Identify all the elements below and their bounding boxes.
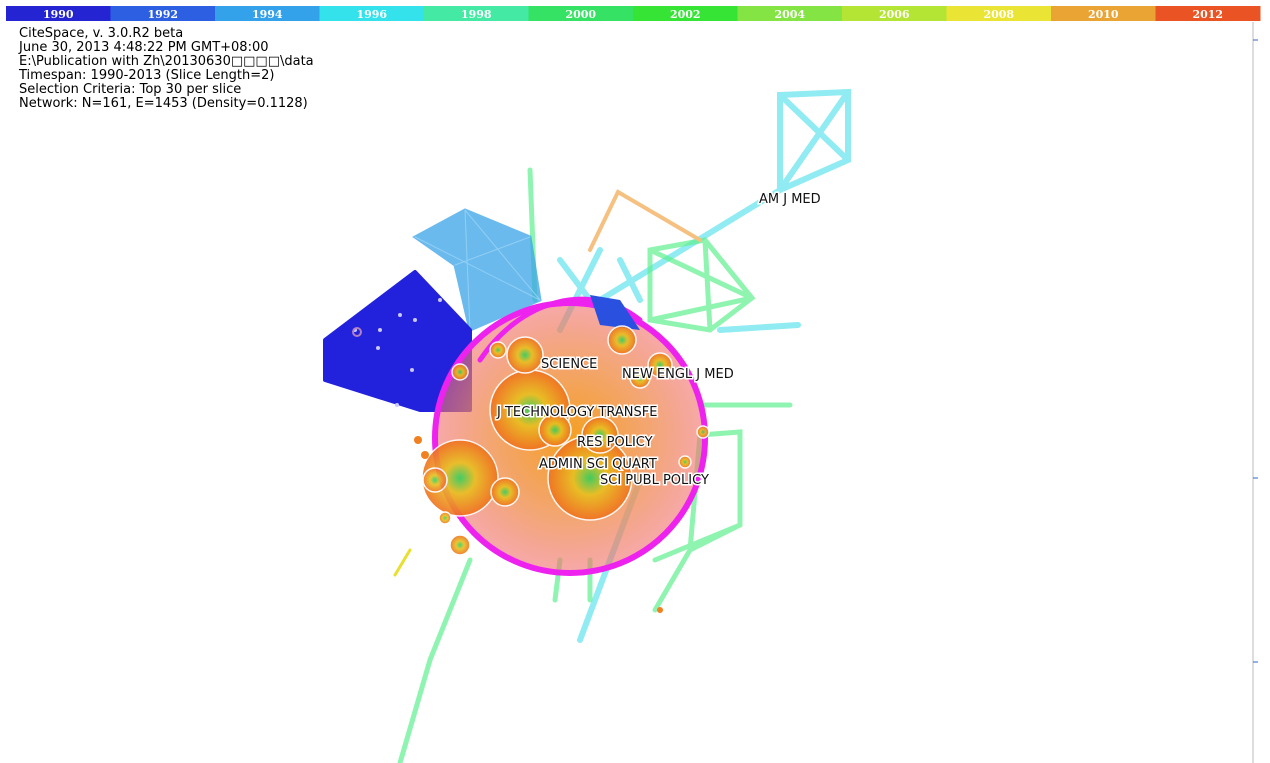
- timeline-year: 2000: [565, 8, 596, 21]
- timeline-year: 2004: [774, 8, 805, 21]
- info-line: Network: N=161, E=1453 (Density=0.1128): [19, 96, 308, 111]
- timeline-year: 2012: [1192, 8, 1223, 21]
- node-labels: AM J MED SCIENCE NEW ENGL J MED J TECHNO…: [495, 191, 823, 490]
- info-line: June 30, 2013 4:48:22 PM GMT+08:00: [18, 40, 269, 55]
- timeline-year: 1998: [461, 8, 492, 21]
- timeline-slice: [842, 6, 947, 21]
- timeline-slice: [528, 6, 634, 21]
- info-line: E:\Publication with Zh\20130630□□□□\data: [19, 54, 314, 69]
- node-label: SCIENCE: [541, 357, 597, 372]
- timeline-year: 1992: [147, 8, 178, 21]
- timeline-year: 2008: [983, 8, 1014, 21]
- timeline-year: 1994: [252, 8, 283, 21]
- timeline-slice: [737, 6, 843, 21]
- node-label: ADMIN SCI QUART: [539, 457, 657, 472]
- timeline-year: 2006: [879, 8, 910, 21]
- timeline-year: 2010: [1088, 8, 1119, 21]
- timeline-slice: [319, 6, 425, 21]
- timeline-slice: [1051, 6, 1156, 21]
- timeline-slice: [633, 6, 738, 21]
- info-line: Selection Criteria: Top 30 per slice: [19, 82, 241, 97]
- timeline-year: 1996: [356, 8, 387, 21]
- timeline-bar: 1990 1992 1994 1996 1998 2000 2002 2004 2006 2008…: [6, 6, 1261, 21]
- info-line: Timespan: 1990-2013 (Slice Length=2): [18, 68, 274, 83]
- timeline-year: 1990: [43, 8, 74, 21]
- timeline-slice: [946, 6, 1052, 21]
- node-label: SCI PUBL POLICY: [600, 473, 709, 488]
- timeline-slice: [6, 6, 111, 21]
- node-label: NEW ENGL J MED: [622, 367, 734, 382]
- info-line: CiteSpace, v. 3.0.R2 beta: [19, 26, 183, 41]
- network: [323, 88, 851, 763]
- timeline-slice: [215, 6, 320, 21]
- node-label: AM J MED: [759, 192, 821, 207]
- timeline-slice: [110, 6, 216, 21]
- timeline-slice: [1155, 6, 1261, 21]
- timeline-year: 2002: [670, 8, 701, 21]
- node-label: J TECHNOLOGY TRANSFE: [496, 405, 657, 420]
- node-label: RES POLICY: [577, 435, 653, 450]
- timeline-slice: [424, 6, 529, 21]
